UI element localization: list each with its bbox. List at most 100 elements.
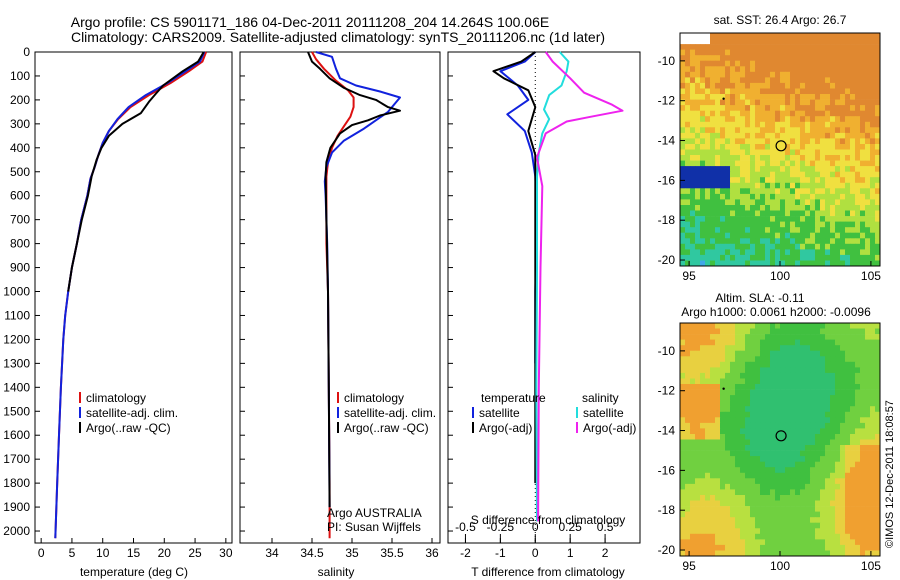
map-cell <box>685 227 691 234</box>
map-cell <box>785 127 791 134</box>
map-cell <box>785 160 791 167</box>
map-cell <box>705 461 711 468</box>
map-cell <box>775 461 781 468</box>
map-cell <box>750 260 756 267</box>
map-cell <box>785 105 791 111</box>
map-cell <box>800 428 806 435</box>
map-cell <box>735 221 741 228</box>
map-cell <box>845 395 851 401</box>
map-cell <box>735 361 741 368</box>
map-cell <box>820 71 826 78</box>
map-cell <box>805 339 811 346</box>
map-cell <box>715 483 721 490</box>
map-cell <box>690 445 696 451</box>
map-cell <box>870 378 876 385</box>
map-cell <box>850 94 856 100</box>
map-cell <box>765 500 771 507</box>
map-cell <box>860 378 866 385</box>
map-cell <box>855 517 861 524</box>
map-cell <box>845 82 851 89</box>
map-cell <box>815 38 821 45</box>
map-cell <box>830 511 836 518</box>
map-cell <box>730 517 736 524</box>
map-cell <box>820 110 826 117</box>
map-cell <box>735 149 741 156</box>
map-cell <box>830 94 836 100</box>
map-cell <box>800 417 806 424</box>
map-cell <box>850 60 856 67</box>
map-cell <box>730 422 736 429</box>
map-cell <box>810 216 816 222</box>
map-cell <box>775 367 781 374</box>
y-tick-label: 300 <box>10 117 30 131</box>
map-cell <box>720 55 726 62</box>
map-cell <box>845 428 851 435</box>
map-cell <box>860 127 866 134</box>
map-cell <box>720 384 726 390</box>
map-cell <box>870 82 876 89</box>
map-cell <box>865 205 871 211</box>
map-cell <box>785 49 791 56</box>
map-cell <box>845 439 851 446</box>
map-cell <box>715 205 721 211</box>
map-cell <box>715 166 721 172</box>
map-cell <box>755 528 761 535</box>
map-cell <box>725 49 731 56</box>
map-cell <box>835 227 841 234</box>
map-cell <box>715 49 721 56</box>
map-cell <box>745 323 751 329</box>
map-cell <box>705 238 711 245</box>
map-cell <box>735 116 741 123</box>
map-cell <box>820 489 826 496</box>
map-cell <box>775 389 781 396</box>
map-cell <box>730 105 736 111</box>
map-cell <box>860 472 866 479</box>
map-cell <box>765 428 771 435</box>
map-cell <box>685 254 691 261</box>
legend-label: climatology <box>86 391 146 405</box>
map-cell <box>720 533 726 540</box>
map-cell <box>855 121 861 128</box>
map-cell <box>770 461 776 468</box>
difference-xlabel-s: S difference from climatology <box>471 513 626 527</box>
map-cell <box>870 38 876 45</box>
map-cell <box>860 77 866 84</box>
map-cell <box>695 210 701 217</box>
map-cell <box>710 328 716 335</box>
map-cell <box>755 38 761 45</box>
map-cell <box>785 82 791 89</box>
map-cell <box>760 216 766 222</box>
map-cell <box>715 94 721 100</box>
map-cell <box>765 445 771 451</box>
map-cell <box>815 445 821 451</box>
map-cell <box>855 38 861 45</box>
map-cell <box>780 489 786 496</box>
map-cell <box>775 439 781 446</box>
map-cell <box>795 422 801 429</box>
map-cell <box>835 205 841 211</box>
map-cell <box>790 144 796 150</box>
map-cell <box>845 243 851 250</box>
map-cell <box>790 422 796 429</box>
map-cell <box>720 138 726 145</box>
map-cell <box>865 422 871 429</box>
map-cell <box>820 55 826 62</box>
map-cell <box>840 445 846 451</box>
map-cell <box>720 400 726 407</box>
map-cell <box>685 127 691 134</box>
map-cell <box>870 489 876 496</box>
plot-frame <box>34 51 233 544</box>
map-cell <box>845 260 851 267</box>
map-cell <box>755 478 761 485</box>
map-cell <box>680 33 686 39</box>
map-cell <box>805 489 811 496</box>
map-cell <box>810 44 816 50</box>
map-cell <box>785 472 791 479</box>
map-cell <box>840 428 846 435</box>
map-cell <box>815 356 821 363</box>
map-cell <box>735 500 741 507</box>
map-cell <box>865 38 871 45</box>
map-cell <box>770 116 776 123</box>
map-cell <box>755 94 761 100</box>
map-cell <box>855 205 861 211</box>
